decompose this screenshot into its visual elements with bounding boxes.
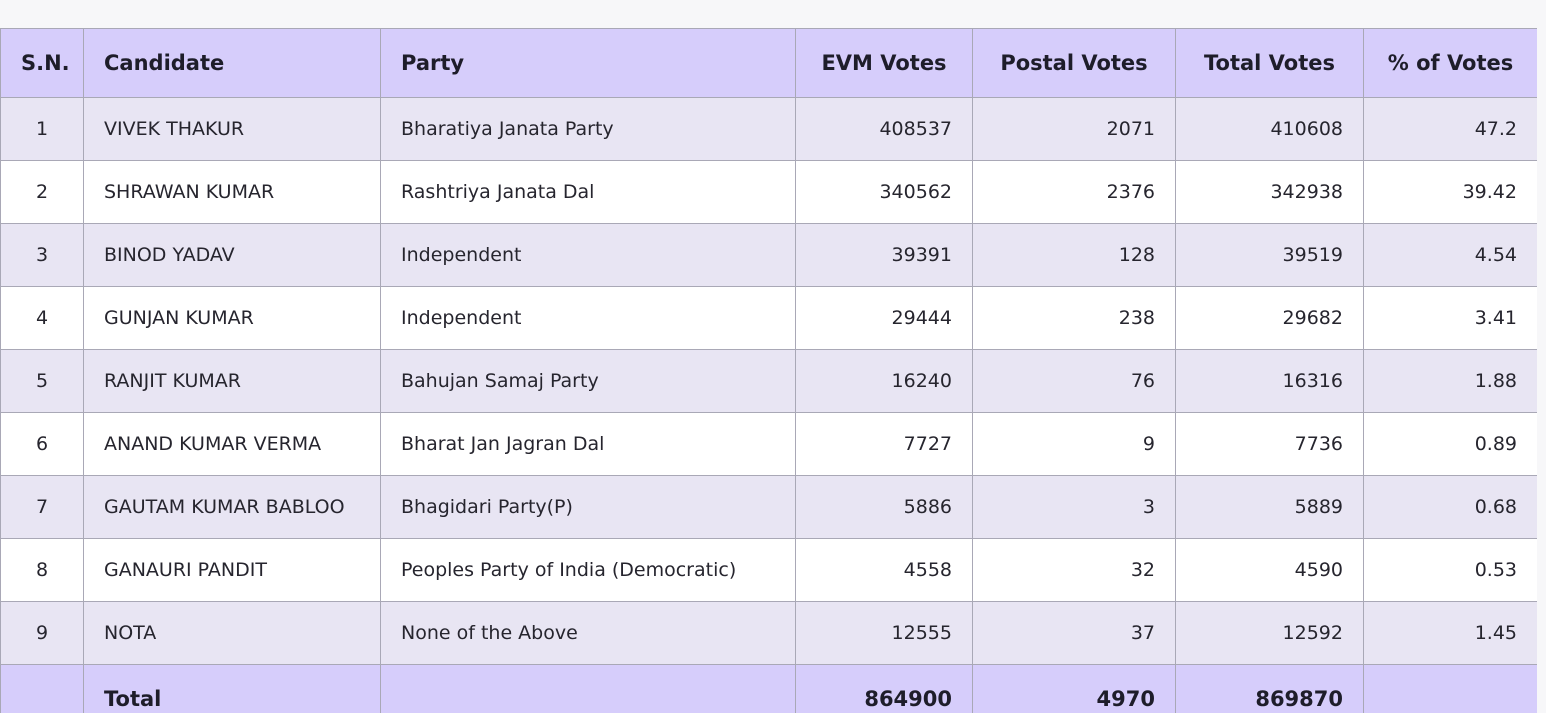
cell-candidate: ANAND KUMAR VERMA (83, 412, 381, 476)
total-postal-votes: 4970 (972, 664, 1176, 713)
table-row: 7 GAUTAM KUMAR BABLOO Bhagidari Party(P)… (0, 475, 1537, 539)
cell-evm-votes: 16240 (795, 349, 973, 413)
cell-percent-votes: 47.2 (1363, 97, 1537, 161)
cell-evm-votes: 7727 (795, 412, 973, 476)
cell-total-votes: 39519 (1175, 223, 1364, 287)
cell-total-votes: 5889 (1175, 475, 1364, 539)
cell-party: Bharat Jan Jagran Dal (380, 412, 796, 476)
header-total-votes: Total Votes (1175, 28, 1364, 98)
cell-party: Rashtriya Janata Dal (380, 160, 796, 224)
cell-party: Peoples Party of India (Democratic) (380, 538, 796, 602)
cell-postal-votes: 2071 (972, 97, 1176, 161)
cell-sn: 8 (0, 538, 84, 602)
cell-candidate: GAUTAM KUMAR BABLOO (83, 475, 381, 539)
cell-candidate: SHRAWAN KUMAR (83, 160, 381, 224)
total-cell-party (380, 664, 796, 713)
cell-postal-votes: 76 (972, 349, 1176, 413)
cell-evm-votes: 4558 (795, 538, 973, 602)
cell-party: Bharatiya Janata Party (380, 97, 796, 161)
header-candidate: Candidate (83, 28, 381, 98)
cell-evm-votes: 340562 (795, 160, 973, 224)
table-row: 2 SHRAWAN KUMAR Rashtriya Janata Dal 340… (0, 160, 1537, 224)
cell-postal-votes: 32 (972, 538, 1176, 602)
cell-candidate: NOTA (83, 601, 381, 665)
total-cell-sn (0, 664, 84, 713)
cell-postal-votes: 3 (972, 475, 1176, 539)
cell-postal-votes: 238 (972, 286, 1176, 350)
cell-evm-votes: 12555 (795, 601, 973, 665)
cell-percent-votes: 0.68 (1363, 475, 1537, 539)
cell-party: Bhagidari Party(P) (380, 475, 796, 539)
table-row: 5 RANJIT KUMAR Bahujan Samaj Party 16240… (0, 349, 1537, 413)
cell-postal-votes: 2376 (972, 160, 1176, 224)
cell-party: Independent (380, 286, 796, 350)
total-cell-percent (1363, 664, 1537, 713)
cell-party: Bahujan Samaj Party (380, 349, 796, 413)
total-total-votes: 869870 (1175, 664, 1364, 713)
cell-total-votes: 410608 (1175, 97, 1364, 161)
table-row: 9 NOTA None of the Above 12555 37 12592 … (0, 601, 1537, 665)
header-party: Party (380, 28, 796, 98)
cell-evm-votes: 408537 (795, 97, 973, 161)
cell-evm-votes: 5886 (795, 475, 973, 539)
cell-sn: 4 (0, 286, 84, 350)
total-evm-votes: 864900 (795, 664, 973, 713)
table-header-row: S.N. Candidate Party EVM Votes Postal Vo… (0, 28, 1537, 98)
table-total-row: Total 864900 4970 869870 (0, 664, 1537, 713)
table-row: 1 VIVEK THAKUR Bharatiya Janata Party 40… (0, 97, 1537, 161)
table-row: 4 GUNJAN KUMAR Independent 29444 238 296… (0, 286, 1537, 350)
cell-percent-votes: 3.41 (1363, 286, 1537, 350)
cell-sn: 6 (0, 412, 84, 476)
table-row: 3 BINOD YADAV Independent 39391 128 3951… (0, 223, 1537, 287)
results-table-container: S.N. Candidate Party EVM Votes Postal Vo… (0, 28, 1537, 713)
cell-sn: 7 (0, 475, 84, 539)
cell-total-votes: 29682 (1175, 286, 1364, 350)
cell-percent-votes: 1.45 (1363, 601, 1537, 665)
cell-party: Independent (380, 223, 796, 287)
cell-candidate: RANJIT KUMAR (83, 349, 381, 413)
cell-total-votes: 4590 (1175, 538, 1364, 602)
results-table: S.N. Candidate Party EVM Votes Postal Vo… (0, 28, 1537, 713)
cell-percent-votes: 39.42 (1363, 160, 1537, 224)
cell-percent-votes: 4.54 (1363, 223, 1537, 287)
cell-sn: 3 (0, 223, 84, 287)
cell-sn: 1 (0, 97, 84, 161)
header-sn: S.N. (0, 28, 84, 98)
header-percent-votes: % of Votes (1363, 28, 1537, 98)
cell-total-votes: 16316 (1175, 349, 1364, 413)
cell-evm-votes: 39391 (795, 223, 973, 287)
cell-sn: 9 (0, 601, 84, 665)
cell-candidate: BINOD YADAV (83, 223, 381, 287)
cell-sn: 5 (0, 349, 84, 413)
cell-postal-votes: 37 (972, 601, 1176, 665)
cell-postal-votes: 128 (972, 223, 1176, 287)
cell-percent-votes: 0.89 (1363, 412, 1537, 476)
header-evm-votes: EVM Votes (795, 28, 973, 98)
table-row: 6 ANAND KUMAR VERMA Bharat Jan Jagran Da… (0, 412, 1537, 476)
cell-candidate: GUNJAN KUMAR (83, 286, 381, 350)
cell-party: None of the Above (380, 601, 796, 665)
cell-percent-votes: 0.53 (1363, 538, 1537, 602)
table-row: 8 GANAURI PANDIT Peoples Party of India … (0, 538, 1537, 602)
cell-total-votes: 7736 (1175, 412, 1364, 476)
cell-percent-votes: 1.88 (1363, 349, 1537, 413)
cell-candidate: VIVEK THAKUR (83, 97, 381, 161)
total-label: Total (83, 664, 381, 713)
cell-postal-votes: 9 (972, 412, 1176, 476)
cell-total-votes: 12592 (1175, 601, 1364, 665)
cell-total-votes: 342938 (1175, 160, 1364, 224)
cell-candidate: GANAURI PANDIT (83, 538, 381, 602)
cell-evm-votes: 29444 (795, 286, 973, 350)
cell-sn: 2 (0, 160, 84, 224)
header-postal-votes: Postal Votes (972, 28, 1176, 98)
